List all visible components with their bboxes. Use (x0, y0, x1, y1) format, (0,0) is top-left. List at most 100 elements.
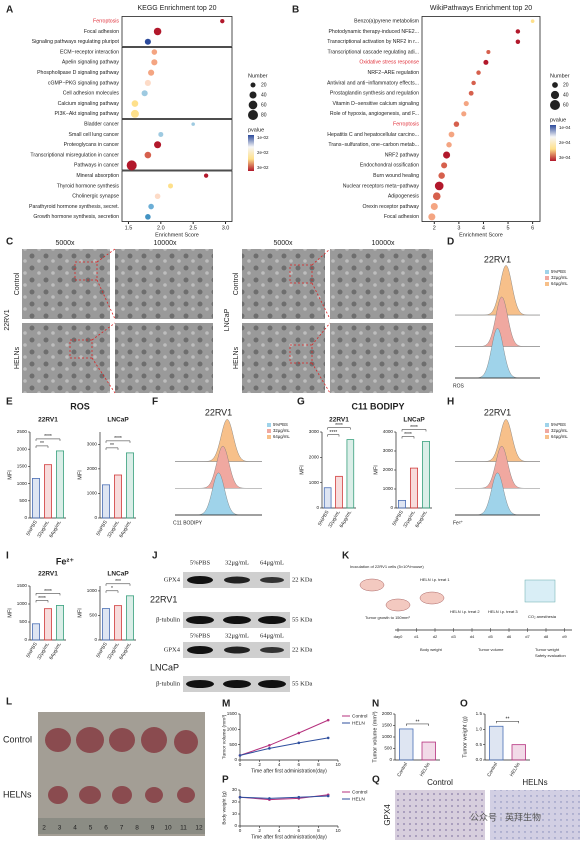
y-tick-label: 0 (316, 505, 319, 510)
category-label: NRF2 pathway (385, 152, 420, 158)
band (187, 576, 213, 584)
y-tick-label: 500 (19, 619, 27, 624)
band (187, 646, 213, 654)
category-label: Prostaglandin synthesis and regulation (330, 91, 419, 97)
y-tick-label: 500 (89, 613, 97, 618)
y-tick-label: 500 (384, 746, 392, 751)
x-axis-label: Enrichment Score (459, 232, 503, 238)
dot (148, 69, 155, 76)
y-tick-label: 0 (24, 515, 27, 520)
x-tick-label: Control (396, 762, 409, 778)
band (260, 647, 284, 653)
dot (191, 122, 195, 126)
category-label: Vitamin D−sensitive calcium signaling (332, 101, 419, 107)
significance-label: **** (410, 425, 418, 431)
dot (428, 213, 436, 221)
dot (483, 59, 489, 65)
panel-q: Control HELNs GPX4 公众号 · 英拜生物 (383, 778, 580, 840)
y-tick-label: 3000 (383, 448, 394, 453)
bar (126, 595, 135, 641)
y-tick-label: 20 (232, 799, 238, 804)
significance-label: **** (404, 432, 412, 438)
legend-label: 2e-02 (257, 150, 269, 155)
x-tick-label: HELNs (419, 761, 432, 778)
category-label: Apelin signaling pathway (62, 60, 120, 66)
chart-title: 22RV1 (484, 407, 511, 417)
dot (144, 151, 152, 159)
significance-label: *** (115, 579, 121, 585)
legend-label: HELN (352, 720, 365, 726)
significance-bracket (35, 593, 61, 596)
category-label: Hepatitis C and hepatocellular carcino..… (327, 132, 419, 138)
lane-label: 32μg/mL (225, 559, 249, 566)
category-label: cGMP−PKG signaling pathway (48, 80, 119, 86)
legend-dot (248, 100, 258, 110)
band (224, 576, 250, 584)
series-line (239, 719, 329, 756)
day-label: d2 (433, 634, 438, 639)
measure-label: Tumor weight (535, 647, 560, 652)
dot (515, 29, 521, 34)
legend-swatch (267, 435, 271, 439)
day-label: d9 (562, 634, 567, 639)
x-tick-label: 4 (278, 828, 281, 833)
legend-label: 32μg/mL (273, 428, 290, 433)
legend-dot (250, 82, 256, 88)
y-tick-label: 2000 (382, 711, 393, 716)
x-tick-label: 8 (317, 762, 320, 767)
y-tick-label: 2000 (17, 446, 28, 451)
category-label: Orexin receptor pathway (362, 204, 419, 210)
band (223, 680, 251, 688)
ruler-numbers: 2 3 4 5 6 7 8 9 10 11 12 (42, 825, 203, 832)
legend-label: 5%PBS (273, 422, 288, 427)
bar (489, 725, 504, 761)
dot (145, 214, 151, 220)
bar (102, 484, 111, 519)
bar (32, 623, 41, 641)
legend-dot (249, 91, 257, 99)
legend-swatch (267, 423, 271, 427)
significance-bracket (35, 600, 49, 603)
timeline-days: day0 d1 d2 d3 d4 d5 d6 d7 d8 d9 (394, 628, 567, 639)
legend-swatch (545, 423, 549, 427)
legend-dot (550, 100, 560, 110)
dot (144, 38, 151, 45)
group-label: Control (427, 778, 453, 787)
group-frame (121, 170, 233, 222)
y-axis-label: Tumor volume (mm³) (372, 711, 378, 762)
step-label: CO₂ anesthesia (528, 614, 557, 619)
chart-title: LNCaP (107, 571, 129, 578)
ihc-image (490, 790, 580, 840)
size-label: 22 KDa (292, 646, 313, 653)
category-label: Burn wound healing (373, 173, 419, 179)
row-label: Control (14, 272, 21, 295)
lane-label: 64μg/mL (260, 632, 284, 639)
day-label: d3 (451, 634, 456, 639)
legend-label: 2e-04 (559, 140, 571, 145)
y-tick-label: 0 (94, 515, 97, 520)
size-label: 55 KDa (292, 616, 313, 623)
bar (56, 450, 65, 519)
point (268, 797, 271, 800)
panel-label: P (222, 775, 229, 786)
x-tick-label: 4 (482, 225, 485, 231)
category-label: Small cell lung cancer (69, 132, 120, 138)
legend-swatch (545, 282, 549, 286)
lane-label: 32μg/mL (225, 632, 249, 639)
y-tick-label: 2500 (17, 429, 28, 434)
y-tick-label: 0 (389, 757, 392, 762)
dot (203, 173, 209, 178)
measure-label: Tumor volume (478, 647, 504, 652)
bar (102, 608, 111, 641)
legend-title: pvalue (550, 117, 566, 123)
band (224, 646, 250, 654)
panel-label: H (447, 397, 454, 408)
cell-label: LNCaP (150, 662, 179, 672)
y-axis-label: MFI (299, 465, 305, 475)
legend-label: 5%PBS (551, 422, 566, 427)
panel-label: N (372, 699, 379, 710)
em-image (242, 323, 325, 393)
y-tick-label: 0 (24, 637, 27, 642)
category-label: Parathyroid hormone synthesis, secret. (29, 204, 119, 210)
chart-title: 22RV1 (38, 571, 58, 578)
